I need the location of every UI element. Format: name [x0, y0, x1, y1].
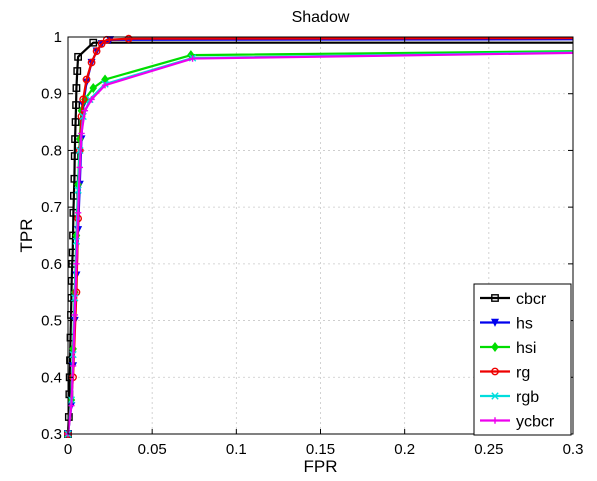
y-tick-label: 1	[54, 29, 62, 46]
y-tick-label: 0.8	[41, 142, 62, 159]
legend-marker	[491, 417, 499, 424]
x-axis-title: FPR	[304, 457, 338, 476]
x-tick-label: 0.3	[563, 441, 584, 458]
data-point-cbcr	[89, 38, 98, 47]
series-layer	[64, 34, 574, 438]
legend-label: rg	[516, 365, 530, 382]
legend: cbcr hs hsi rg rgb ycbcr	[473, 283, 572, 436]
data-point-ycbcr	[68, 402, 75, 409]
x-tick-label: 0.1	[226, 441, 247, 458]
data-point-ycbcr	[78, 130, 85, 137]
data-point-ycbcr	[69, 362, 77, 370]
y-tick-label: 0.4	[41, 369, 62, 386]
legend-marker	[491, 341, 499, 353]
data-point-ycbcr	[76, 164, 83, 171]
legend-label: hs	[516, 316, 533, 333]
data-point-rg	[87, 58, 96, 67]
data-point-cbcr	[70, 152, 79, 160]
legend-box	[473, 283, 572, 436]
data-point-ycbcr	[74, 209, 82, 217]
data-point-hsi	[89, 83, 98, 94]
x-tick-label: 0	[64, 441, 72, 458]
series-ycbcr	[64, 51, 574, 438]
data-point-rg	[92, 47, 101, 56]
axis-ticks: 0 0.05 0.1 0.15 0.2 0.25 0.3 0.3 0.4 0.5 0.6 0.7 0.8…	[41, 29, 583, 458]
data-point-cbcr	[72, 84, 81, 92]
data-point-ycbcr	[101, 82, 109, 89]
y-tick-label: 0.5	[41, 313, 62, 330]
data-point-ycbcr	[81, 107, 89, 114]
data-point-cbcr	[73, 67, 82, 75]
legend-label: ycbcr	[516, 414, 555, 431]
legend-marker	[490, 318, 500, 327]
y-tick-label: 0.3	[41, 426, 62, 443]
legend-item-cbcr: cbcr	[480, 291, 547, 308]
x-tick-label: 0.2	[394, 441, 415, 458]
data-point-rg	[79, 95, 88, 104]
x-tick-label: 0.25	[474, 441, 503, 458]
chart-title: Shadow	[292, 9, 350, 26]
legend-item-ycbcr: ycbcr	[480, 414, 555, 431]
legend-marker	[491, 367, 499, 376]
x-tick-label: 0.05	[138, 441, 167, 458]
legend-marker	[491, 294, 499, 302]
data-point-ycbcr	[88, 96, 95, 103]
data-point-rg	[82, 75, 91, 84]
y-axis-title: TPR	[17, 219, 36, 253]
data-point-ycbcr	[189, 55, 196, 62]
y-tick-label: 0.7	[41, 199, 62, 216]
data-point-ycbcr	[73, 260, 80, 268]
legend-item-hsi: hsi	[480, 340, 536, 357]
legend-item-rgb: rgb	[480, 389, 539, 406]
legend-label: rgb	[516, 389, 539, 406]
data-point-ycbcr	[71, 311, 78, 319]
data-point-cbcr	[74, 52, 83, 61]
legend-label: hsi	[516, 340, 536, 357]
legend-label: cbcr	[516, 291, 547, 308]
legend-marker	[491, 392, 499, 400]
y-tick-label: 0.9	[41, 86, 62, 103]
x-tick-label: 0.15	[306, 441, 335, 458]
data-point-cbcr	[72, 101, 80, 109]
legend-item-hs: hs	[480, 316, 533, 333]
y-tick-label: 0.6	[41, 256, 62, 273]
data-point-cbcr	[71, 118, 80, 126]
legend-item-rg: rg	[480, 365, 530, 382]
data-point-rg	[124, 34, 133, 43]
data-point-rg	[97, 39, 106, 48]
